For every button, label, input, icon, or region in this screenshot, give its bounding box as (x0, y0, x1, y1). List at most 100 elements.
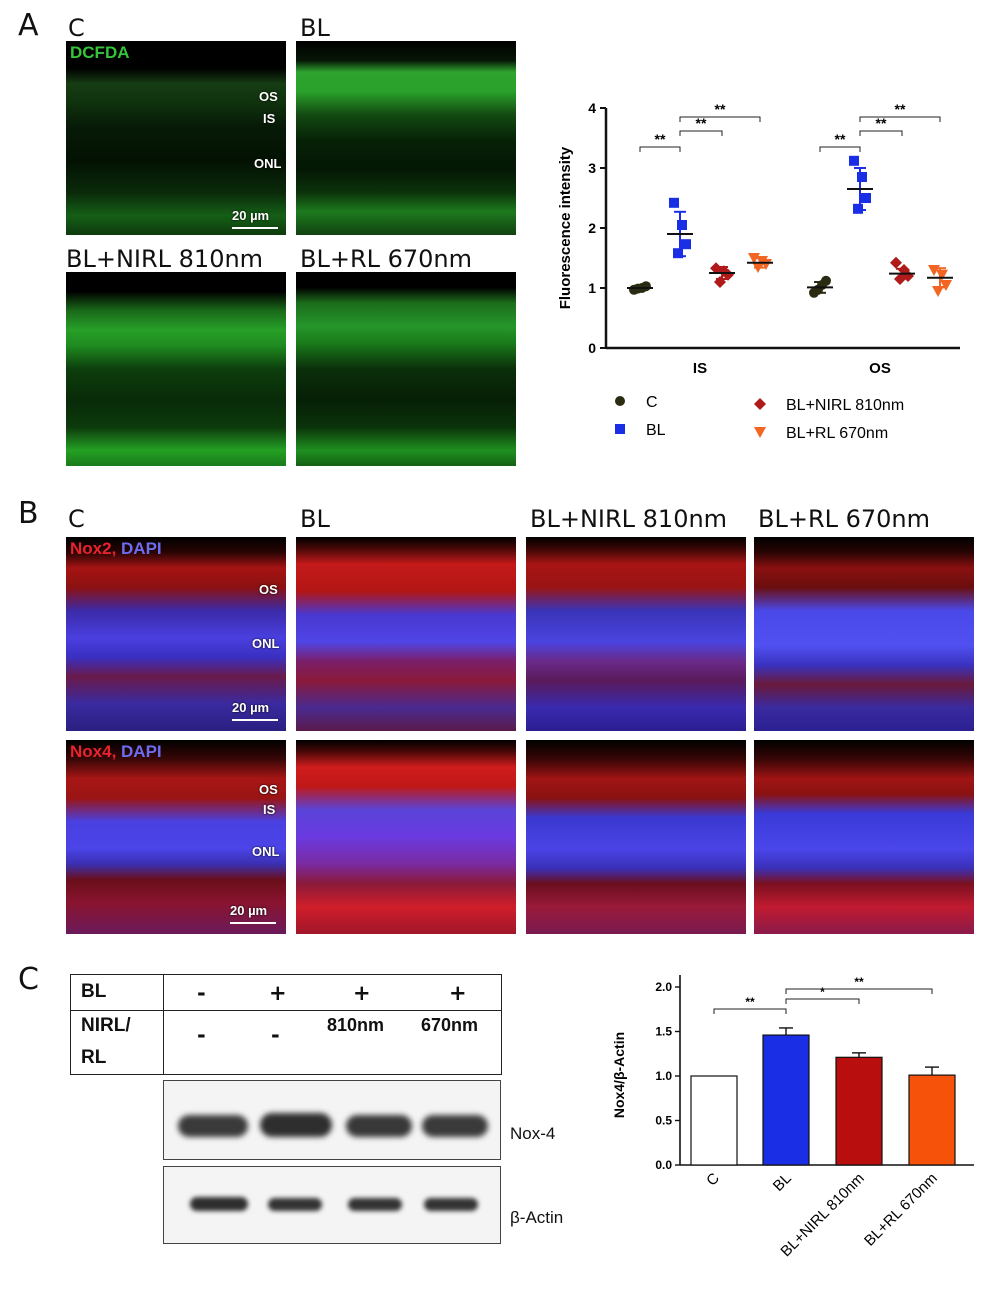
dcfda-micrograph-bl (296, 41, 516, 235)
table-divider-h (71, 1010, 501, 1011)
scatter-point (677, 220, 687, 230)
nox2-scale-bar (232, 719, 278, 721)
treatment-table: BL NIRL/ RL - + + + - - 810nm 670nm (70, 974, 502, 1075)
row-label-bl: BL (81, 981, 107, 1002)
nox2-dapi: DAPI (116, 539, 162, 558)
bar-y-tick-label: 0.0 (655, 1158, 672, 1172)
nirl-cell-3: 810nm (327, 1015, 385, 1035)
nox4-stain-label: Nox4, DAPI (70, 742, 162, 762)
legend-label: C (646, 394, 658, 411)
bar-category-label: C (703, 1170, 723, 1190)
actin-band-3 (348, 1198, 402, 1211)
nox2-micrograph-c: Nox2, DAPI OS ONL 20 µm (66, 537, 286, 731)
legend-label: BL+NIRL 810nm (786, 397, 904, 414)
significance-bracket (859, 130, 903, 136)
nox4-blot-label: Nox-4 (510, 1124, 556, 1143)
panel-letter-c: C (18, 962, 39, 997)
significance-label: ** (835, 131, 846, 147)
panel-a-title-nirl: BL+NIRL 810nm (66, 245, 264, 273)
significance-label: ** (655, 131, 666, 147)
bar (908, 1074, 956, 1166)
nox4-blot (163, 1080, 501, 1160)
scatter-point (853, 203, 863, 214)
bar-y-tick-label: 0.5 (655, 1114, 672, 1128)
layer-label-is: IS (263, 111, 276, 126)
actin-band-2 (268, 1198, 322, 1211)
scatter-point (936, 269, 948, 281)
bar-y-tick-label: 1.0 (655, 1069, 672, 1083)
bl-cell-2: + (269, 981, 287, 1005)
nox2-layer-os: OS (259, 582, 278, 597)
nox2-micrograph-bl (296, 537, 516, 731)
significance-bracket (819, 146, 861, 152)
nox4-micrograph-rl (754, 740, 974, 934)
dcfda-micrograph-rl (296, 272, 516, 466)
panel-letter-a: A (18, 8, 39, 43)
scale-label: 20 µm (232, 208, 270, 223)
actin-blot (163, 1166, 501, 1244)
row-label-nirl: NIRL/ (81, 1015, 131, 1036)
bl-cell-4: + (449, 981, 467, 1005)
bar-y-tick-label: 2.0 (655, 980, 672, 994)
scatter-point (849, 155, 859, 166)
nox2-layer-onl: ONL (252, 636, 280, 651)
panel-b-title-bl: BL (300, 505, 330, 533)
bar (762, 1034, 810, 1166)
scatter-point (861, 193, 871, 203)
panel-letter-b: B (18, 496, 39, 531)
scatter-point (940, 280, 952, 291)
nox4-band-3 (346, 1115, 412, 1137)
scatter-point (673, 248, 683, 259)
scatter-point (760, 259, 772, 270)
nox2-marker: Nox2, (70, 539, 117, 558)
x-category-label: OS (869, 360, 891, 377)
legend-label: BL (646, 422, 666, 439)
nox4-dapi: DAPI (116, 742, 162, 761)
significance-label: ** (715, 101, 726, 117)
dcfda-micrograph-nirl (66, 272, 286, 466)
nirl-cell-4: 670nm (421, 1015, 479, 1035)
nox4-layer-os: OS (259, 782, 278, 797)
y-tick-label: 4 (588, 100, 596, 116)
dcfda-stain-label: DCFDA (70, 43, 130, 62)
bar (835, 1056, 883, 1166)
fluorescence-scatter-chart: 0 1 2 3 4 Fluorescence intensity IS OS ** ** **… (557, 100, 960, 442)
bar-significance-bracket (785, 998, 860, 1004)
y-axis-label: Fluorescence intensity (557, 146, 574, 309)
nox4-band-1 (178, 1115, 248, 1137)
bar (690, 1075, 738, 1166)
scatter-point (890, 256, 902, 269)
bl-cell-3: + (353, 981, 371, 1005)
nirl-cell-1: - (197, 1023, 206, 1047)
panel-b-title-c: C (68, 505, 85, 533)
bar-y-axis-label: Nox4/β-Actin (611, 1032, 627, 1118)
nirl-cell-2: - (271, 1023, 280, 1047)
y-tick-label: 1 (588, 280, 596, 296)
nox4-band-4 (422, 1115, 488, 1137)
table-divider-v (163, 975, 164, 1075)
bar-significance-label: ** (854, 975, 864, 989)
panel-a-title-bl: BL (300, 14, 330, 42)
y-tick-label: 0 (588, 340, 596, 356)
nox2-micrograph-nirl (526, 537, 746, 731)
nox4-micrograph-c: Nox4, DAPI OS IS ONL 20 µm (66, 740, 286, 934)
significance-bracket (639, 146, 681, 152)
scatter-point (669, 197, 679, 208)
bar-category-label: BL+RL 670nm (861, 1170, 941, 1250)
bar-significance-label: ** (745, 995, 755, 1009)
significance-bracket (679, 130, 723, 136)
bar-y-tick-label: 1.5 (655, 1025, 672, 1039)
nox4-scale-bar (230, 922, 276, 924)
nox2-micrograph-rl (754, 537, 974, 731)
panel-b-title-rl: BL+RL 670nm (758, 505, 931, 533)
legend-marker (754, 427, 766, 438)
nox4-bar-chart: 0.00.51.01.52.0 Nox4/β-Actin ***** C BLBL… (611, 975, 974, 1260)
scatter-point (857, 172, 867, 182)
scatter-point (932, 286, 944, 297)
layer-label-onl: ONL (254, 156, 282, 171)
bar-significance-bracket (785, 988, 933, 994)
nox4-layer-is: IS (263, 802, 276, 817)
panel-a-title-rl: BL+RL 670nm (300, 245, 473, 273)
significance-bracket (859, 116, 941, 122)
nox4-scale-label: 20 µm (230, 903, 268, 918)
